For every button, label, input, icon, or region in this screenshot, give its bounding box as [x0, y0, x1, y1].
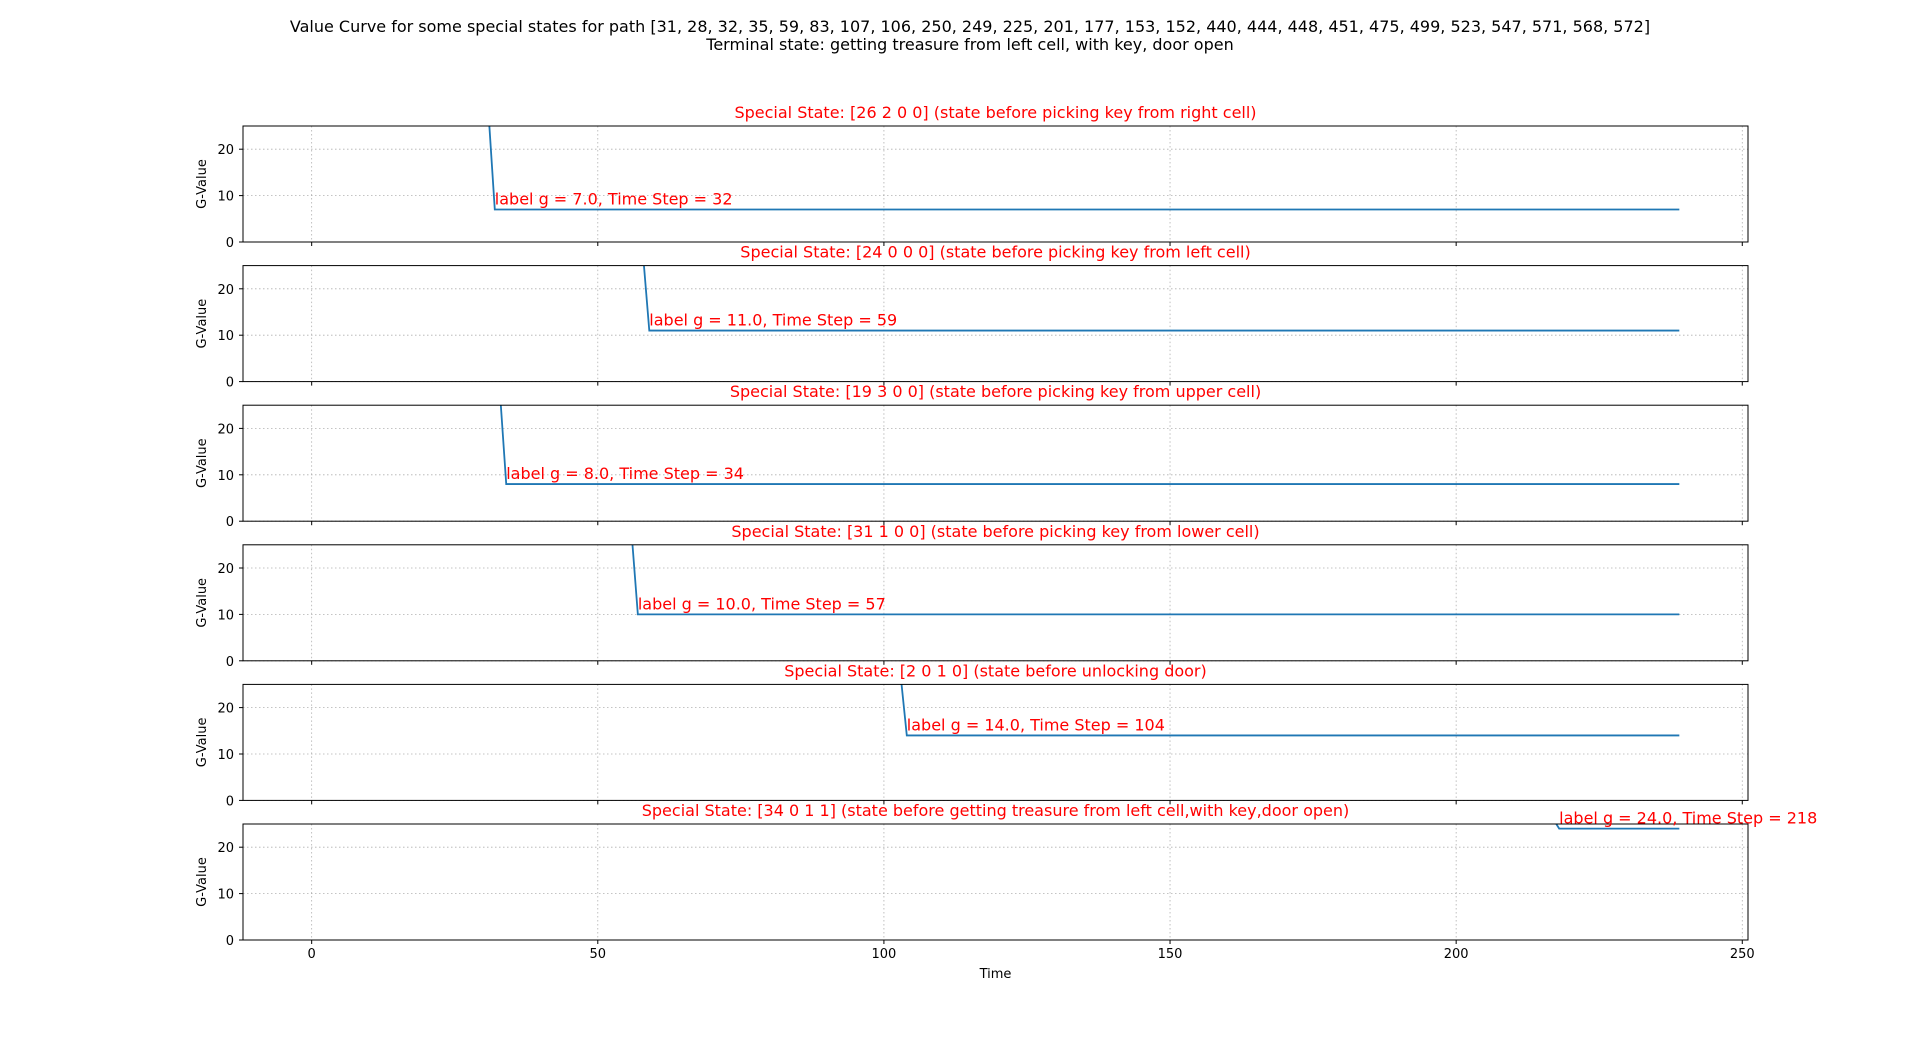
y-axis-label: G-Value [195, 299, 210, 349]
subplot-title: Special State: [26 2 0 0] (state before … [734, 103, 1256, 122]
subplot-6: 0 50 100 150 200 250 0 10 20 G-Value Time Special S… [195, 801, 1817, 982]
axes-frame [242, 265, 1749, 383]
y-tick-label: 20 [217, 283, 234, 298]
axes-frame [242, 544, 1749, 662]
x-axis-label: Time [979, 967, 1012, 982]
x-tick-label: 100 [871, 947, 896, 962]
subplot-title: Special State: [34 0 1 1] (state before … [642, 801, 1350, 820]
x-tick-label: 50 [590, 947, 607, 962]
subplot-title: Special State: [2 0 1 0] (state before u… [784, 661, 1207, 680]
y-tick-label: 10 [217, 469, 234, 484]
y-axis-label: G-Value [195, 159, 210, 209]
y-axis-label: G-Value [195, 857, 210, 907]
y-axis-label: G-Value [195, 578, 210, 628]
series-line [499, 405, 1680, 485]
y-tick-label: 20 [217, 841, 234, 856]
y-tick-label: 20 [217, 702, 234, 717]
y-tick-label: 0 [226, 236, 234, 251]
axes-frame [242, 125, 1749, 243]
axes-frame [242, 823, 1749, 941]
subplot-stack: 0 10 20 G-Value Special State: [26 2 0 0] (s… [195, 103, 1817, 982]
y-tick-label: 10 [217, 329, 234, 344]
series-line [1555, 824, 1680, 830]
subplot-3: 0 10 20 G-Value Special State: [19 3 0 0] (s… [195, 382, 1749, 530]
x-tick-label: 150 [1158, 947, 1183, 962]
x-tick-label: 250 [1730, 947, 1755, 962]
annotation-label: label g = 11.0, Time Step = 59 [649, 311, 897, 330]
annotation-label: label g = 10.0, Time Step = 57 [638, 594, 886, 613]
series-line [643, 265, 1680, 332]
subplot-title: Special State: [24 0 0 0] (state before … [740, 243, 1250, 262]
y-tick-label: 10 [217, 608, 234, 623]
series-line [900, 684, 1680, 737]
annotation-label: label g = 14.0, Time Step = 104 [907, 715, 1165, 734]
y-tick-label: 0 [226, 515, 234, 530]
subplot-5: 0 10 20 G-Value Special State: [2 0 1 0] (st… [195, 661, 1749, 809]
y-axis-label: G-Value [195, 718, 210, 768]
axes-frame [242, 683, 1749, 801]
axes-frame [242, 404, 1749, 522]
subplot-title: Special State: [31 1 0 0] (state before … [731, 522, 1259, 541]
y-tick-label: 10 [217, 748, 234, 763]
y-tick-label: 0 [226, 655, 234, 670]
subplot-title: Special State: [19 3 0 0] (state before … [730, 382, 1261, 401]
y-tick-label: 0 [226, 794, 234, 809]
y-tick-label: 20 [217, 562, 234, 577]
y-tick-label: 0 [226, 934, 234, 949]
y-tick-label: 0 [226, 376, 234, 391]
subplot-2: 0 10 20 G-Value Special State: [24 0 0 0] (s… [195, 243, 1749, 391]
y-tick-label: 20 [217, 143, 234, 158]
subplot-1: 0 10 20 G-Value Special State: [26 2 0 0] (s… [195, 103, 1749, 251]
annotation-label: label g = 7.0, Time Step = 32 [495, 190, 733, 209]
subplot-4: 0 10 20 G-Value Special State: [31 1 0 0] (s… [195, 522, 1749, 670]
figure-title-line1: Value Curve for some special states for … [290, 17, 1650, 36]
figure-title-line2: Terminal state: getting treasure from le… [705, 35, 1233, 54]
x-tick-label: 200 [1444, 947, 1469, 962]
annotation-label: label g = 24.0, Time Step = 218 [1559, 809, 1817, 828]
series-line [631, 544, 1680, 616]
y-axis-label: G-Value [195, 438, 210, 488]
series-line [488, 126, 1680, 211]
x-tick-label: 0 [308, 947, 316, 962]
annotation-label: label g = 8.0, Time Step = 34 [506, 464, 744, 483]
y-tick-label: 10 [217, 888, 234, 903]
y-tick-label: 20 [217, 422, 234, 437]
y-tick-label: 10 [217, 190, 234, 205]
